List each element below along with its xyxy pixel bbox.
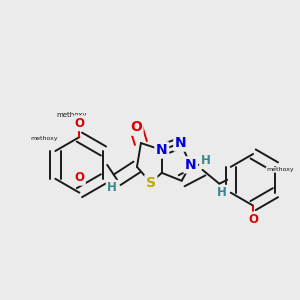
Text: N: N <box>156 143 168 157</box>
Text: methoxy: methoxy <box>56 112 87 118</box>
Text: O: O <box>248 213 258 226</box>
Text: H: H <box>200 154 210 167</box>
Text: N: N <box>175 136 187 150</box>
Text: O: O <box>74 171 84 184</box>
Text: O: O <box>130 120 142 134</box>
Text: H: H <box>216 186 226 199</box>
Text: N: N <box>185 158 197 172</box>
Text: methoxy: methoxy <box>266 167 294 172</box>
Text: H: H <box>107 181 117 194</box>
Text: S: S <box>146 176 156 190</box>
Text: O: O <box>74 117 84 130</box>
Text: methoxy: methoxy <box>31 136 58 141</box>
